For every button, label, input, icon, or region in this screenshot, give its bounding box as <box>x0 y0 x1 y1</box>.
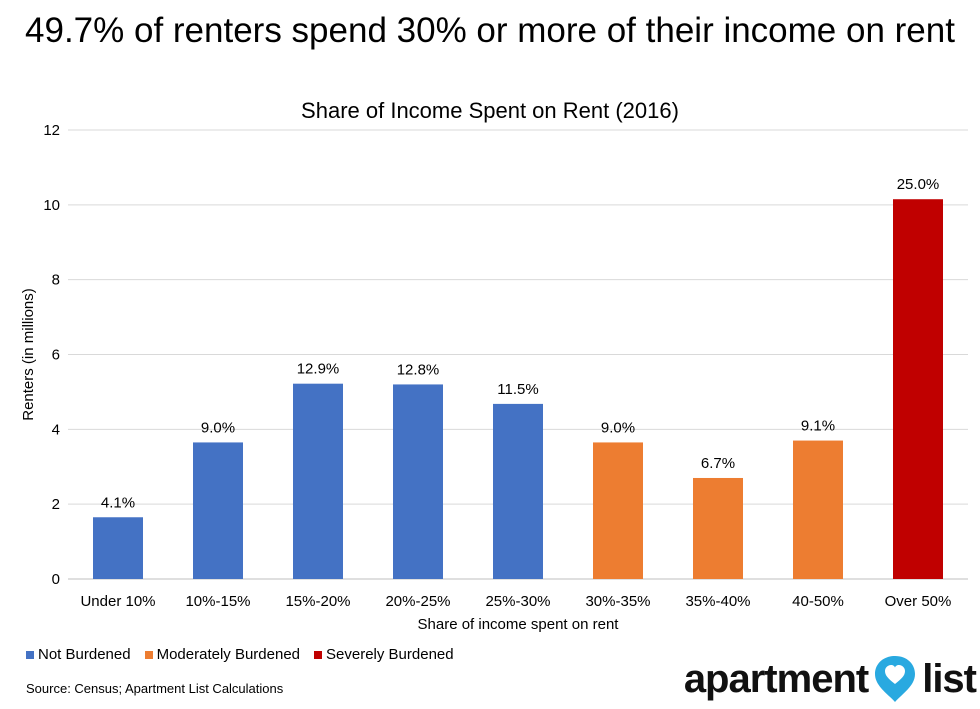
legend-label: Not Burdened <box>38 646 131 663</box>
x-tick-label: 10%-15% <box>185 593 250 610</box>
data-label: 25.0% <box>897 176 940 193</box>
y-tick-label: 6 <box>52 347 60 364</box>
bar-chart: 0 2 4 6 8 10 12 4.1% Under 10% 9.0% 10%-15% 12.9% 15… <box>20 122 968 633</box>
data-label: 9.1% <box>801 418 835 435</box>
bar <box>193 442 243 579</box>
legend-swatch <box>314 650 323 659</box>
x-tick-label: Under 10% <box>80 593 155 610</box>
bar <box>693 477 743 579</box>
y-tick-label: 10 <box>43 197 60 214</box>
data-label: 9.0% <box>601 419 635 436</box>
legend-label: Moderately Burdened <box>156 646 301 663</box>
bar <box>893 199 943 580</box>
x-tick-label: 35%-40% <box>685 593 750 610</box>
bar <box>493 403 543 579</box>
source-note: Source: Census; Apartment List Calculati… <box>26 681 284 696</box>
legend-label: Severely Burdened <box>326 646 454 663</box>
data-label: 4.1% <box>101 494 135 511</box>
x-tick-label: 40-50% <box>792 593 844 610</box>
logo-word-apartment: apartment <box>683 656 869 701</box>
bar <box>593 442 643 579</box>
x-axis-title: Share of income spent on rent <box>418 616 620 633</box>
legend-swatch <box>26 650 34 659</box>
data-label: 9.0% <box>201 419 235 436</box>
legend-item-moderately-burdened: Moderately Burdened <box>144 646 301 663</box>
bar <box>293 383 343 579</box>
apartment-list-logo: apartment list <box>683 654 977 704</box>
y-tick-label: 0 <box>52 571 60 588</box>
map-pin-heart-icon <box>875 656 916 702</box>
x-tick-label: 25%-30% <box>485 593 550 610</box>
bar <box>93 517 143 579</box>
chart-subtitle: Share of Income Spent on Rent (2016) <box>301 98 679 123</box>
legend-item-severely-burdened: Severely Burdened <box>314 646 454 663</box>
bar <box>793 440 843 579</box>
y-tick-label: 8 <box>52 272 60 289</box>
x-tick-label: 30%-35% <box>585 593 650 610</box>
data-label: 6.7% <box>701 455 735 472</box>
data-label: 12.8% <box>397 361 440 378</box>
legend-item-not-burdened: Not Burdened <box>26 646 131 663</box>
chart-title: 49.7% of renters spend 30% or more of th… <box>25 11 955 50</box>
y-tick-label: 4 <box>52 421 60 438</box>
x-tick-label: 20%-25% <box>385 593 450 610</box>
legend: Not Burdened Moderately Burdened Severel… <box>26 646 468 663</box>
data-label: 11.5% <box>497 381 538 398</box>
data-label: 12.9% <box>297 361 340 378</box>
logo-word-list: list <box>922 656 977 701</box>
y-tick-label: 12 <box>43 122 60 139</box>
bar <box>393 384 443 579</box>
x-tick-label: 15%-20% <box>285 593 350 610</box>
x-tick-label: Over 50% <box>885 593 952 610</box>
y-tick-label: 2 <box>52 496 60 513</box>
y-axis-title: Renters (in millions) <box>20 288 37 421</box>
legend-swatch <box>144 650 153 659</box>
